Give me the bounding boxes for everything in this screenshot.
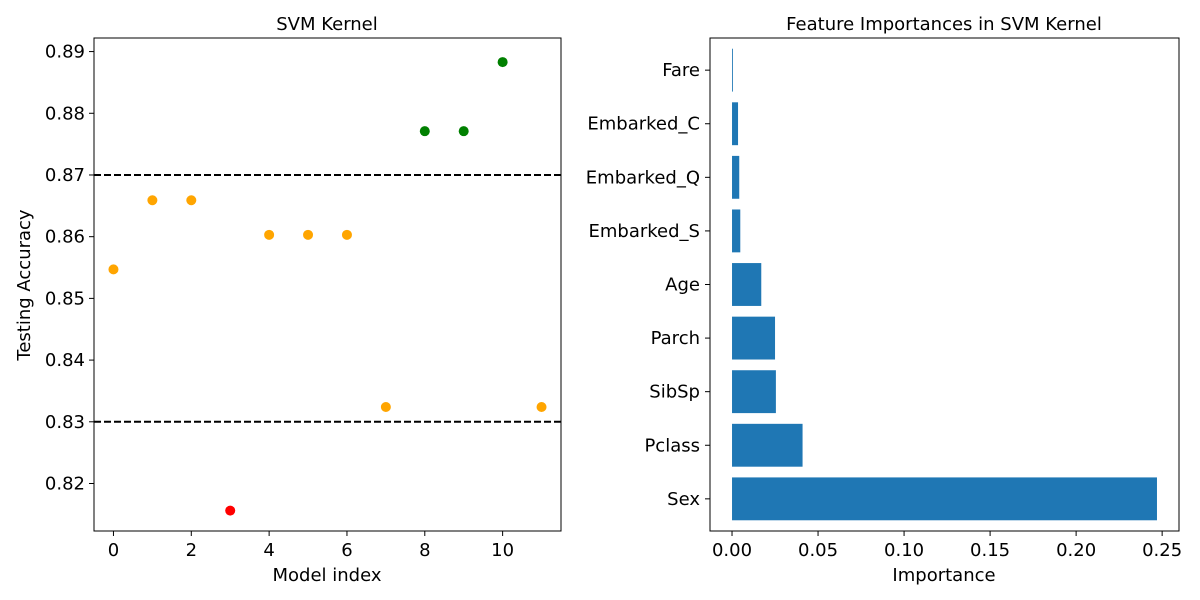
scatter-y-tick-label: 0.89 xyxy=(45,42,85,63)
scatter-x-tick-label: 4 xyxy=(263,540,274,561)
scatter-point-4 xyxy=(264,229,275,240)
scatter-y-tick-label: 0.86 xyxy=(45,227,85,248)
scatter-x-axis-label: Model index xyxy=(272,565,381,586)
bar-embarked-s xyxy=(732,209,741,253)
bar-y-tick-label: Embarked_S xyxy=(589,221,700,242)
bar-pclass xyxy=(732,423,803,467)
scatter-x-tick-label: 0 xyxy=(108,540,119,561)
scatter-chart-title: SVM Kernel xyxy=(276,14,378,35)
scatter-y-tick-label: 0.85 xyxy=(45,288,85,309)
scatter-point-8 xyxy=(419,126,430,137)
bar-y-ticks: Sex Pclass SibSp Parch Age Embarked_S Embarked… xyxy=(586,60,710,510)
scatter-y-tick-label: 0.88 xyxy=(45,103,85,124)
bar-parch xyxy=(732,316,776,360)
bar-embarked-c xyxy=(732,102,739,146)
bar-sex xyxy=(732,477,1157,521)
bar-y-tick-label: Parch xyxy=(651,328,700,349)
scatter-y-tick-label: 0.83 xyxy=(45,412,85,433)
scatter-x-ticks: 0 2 4 6 8 10 xyxy=(108,531,514,561)
bar-embarked-q xyxy=(732,155,740,199)
bar-fare xyxy=(732,48,733,92)
bar-chart-panel: Feature Importances in SVM Kernel 0.00 0.… xyxy=(586,14,1182,586)
bar-y-tick-label: Age xyxy=(665,275,700,296)
scatter-x-tick-label: 6 xyxy=(341,540,352,561)
bar-x-tick-label: 0.20 xyxy=(1056,540,1096,561)
scatter-y-tick-label: 0.82 xyxy=(45,473,85,494)
scatter-y-axis-label: Testing Accuracy xyxy=(14,209,35,362)
scatter-point-11 xyxy=(536,401,547,412)
scatter-x-tick-label: 8 xyxy=(419,540,430,561)
scatter-y-tick-label: 0.87 xyxy=(45,165,85,186)
bar-x-axis-label: Importance xyxy=(892,565,995,586)
scatter-point-10 xyxy=(497,57,508,68)
scatter-point-5 xyxy=(303,229,314,240)
scatter-x-tick-label: 2 xyxy=(186,540,197,561)
bar-age xyxy=(732,263,762,306)
scatter-point-6 xyxy=(341,229,352,240)
scatter-point-7 xyxy=(380,401,391,412)
scatter-point-9 xyxy=(458,126,469,137)
bar-plot-area xyxy=(732,48,1157,521)
scatter-point-3 xyxy=(225,505,236,516)
bar-x-tick-label: 0.15 xyxy=(970,540,1010,561)
bar-y-tick-label: Fare xyxy=(662,60,700,81)
scatter-axes-frame xyxy=(93,37,562,532)
bar-sibsp xyxy=(732,370,776,414)
bar-y-tick-label: Embarked_C xyxy=(587,114,700,135)
bar-x-ticks: 0.00 0.05 0.10 0.15 0.20 0.25 xyxy=(712,531,1182,561)
bar-x-tick-label: 0.25 xyxy=(1142,540,1182,561)
scatter-y-tick-label: 0.84 xyxy=(45,350,85,371)
scatter-point-0 xyxy=(108,264,119,275)
bar-x-tick-label: 0.10 xyxy=(884,540,924,561)
bar-y-tick-label: Embarked_Q xyxy=(586,167,700,188)
scatter-chart-panel: SVM Kernel 0 2 4 6 8 10 0.820.830.840.850.860… xyxy=(14,14,562,586)
bar-y-tick-label: Pclass xyxy=(644,435,700,456)
scatter-point-2 xyxy=(186,195,197,206)
scatter-plot-area xyxy=(94,57,561,516)
bar-x-tick-label: 0.00 xyxy=(712,540,752,561)
bar-y-tick-label: SibSp xyxy=(649,382,700,403)
scatter-point-1 xyxy=(147,195,158,206)
bar-y-tick-label: Sex xyxy=(667,489,700,510)
scatter-y-ticks: 0.82 0.83 0.84 0.85 0.86 0.87 0.88 0.89 xyxy=(45,42,94,494)
scatter-x-tick-label: 10 xyxy=(491,540,514,561)
bar-chart-title: Feature Importances in SVM Kernel xyxy=(786,14,1102,35)
bar-x-tick-label: 0.05 xyxy=(798,540,838,561)
